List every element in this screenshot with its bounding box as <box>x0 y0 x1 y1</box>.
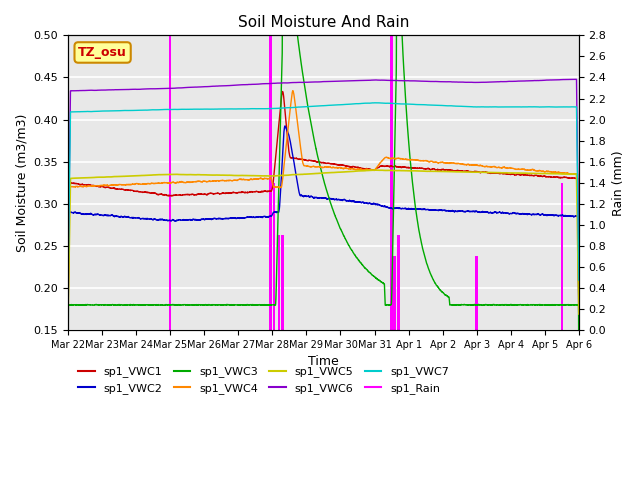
sp1_VWC3 <box>448 302 456 308</box>
sp1_VWC4 <box>91 183 99 189</box>
sp1_VWC7 <box>482 104 490 110</box>
sp1_VWC5 <box>475 169 483 175</box>
sp1_VWC5 <box>390 168 398 173</box>
sp1_VWC2 <box>575 331 582 336</box>
sp1_VWC5 <box>462 169 470 175</box>
sp1_VWC7 <box>475 104 483 110</box>
sp1_VWC5 <box>371 167 379 173</box>
Y-axis label: Soil Moisture (m3/m3): Soil Moisture (m3/m3) <box>15 114 28 252</box>
sp1_VWC6 <box>91 87 99 93</box>
sp1_VWC5 <box>91 175 99 180</box>
sp1_VWC1 <box>575 312 582 318</box>
sp1_VWC6 <box>482 79 490 85</box>
sp1_VWC2 <box>390 205 398 211</box>
sp1_VWC4 <box>482 164 490 169</box>
sp1_VWC1 <box>278 89 286 95</box>
Line: sp1_VWC7: sp1_VWC7 <box>68 103 579 284</box>
sp1_VWC3 <box>482 301 490 307</box>
sp1_VWC7 <box>448 103 456 108</box>
sp1_VWC1 <box>64 317 72 323</box>
sp1_VWC7 <box>390 101 398 107</box>
sp1_VWC4 <box>289 88 297 94</box>
Line: sp1_VWC4: sp1_VWC4 <box>68 91 579 322</box>
sp1_VWC6 <box>475 80 483 85</box>
sp1_VWC7 <box>64 281 72 287</box>
sp1_VWC3 <box>575 372 582 378</box>
sp1_VWC1 <box>462 168 470 174</box>
sp1_VWC1 <box>448 168 456 173</box>
sp1_VWC5 <box>448 169 456 175</box>
Line: sp1_VWC2: sp1_VWC2 <box>68 126 579 334</box>
sp1_VWC5 <box>575 311 582 317</box>
sp1_VWC1 <box>482 169 490 175</box>
sp1_VWC7 <box>575 277 582 283</box>
sp1_VWC2 <box>91 212 99 217</box>
sp1_VWC2 <box>482 209 490 215</box>
sp1_VWC6 <box>575 263 582 269</box>
sp1_VWC6 <box>448 79 456 85</box>
sp1_VWC1 <box>475 169 483 175</box>
Line: sp1_VWC6: sp1_VWC6 <box>68 79 579 274</box>
sp1_VWC6 <box>390 78 398 84</box>
sp1_VWC1 <box>91 183 99 189</box>
sp1_VWC6 <box>64 271 72 276</box>
sp1_VWC3 <box>462 302 470 308</box>
Line: sp1_VWC1: sp1_VWC1 <box>68 92 579 320</box>
sp1_VWC4 <box>575 310 582 315</box>
sp1_VWC2 <box>281 123 289 129</box>
Text: TZ_osu: TZ_osu <box>78 46 127 59</box>
sp1_VWC4 <box>462 162 470 168</box>
sp1_VWC5 <box>64 315 72 321</box>
sp1_VWC2 <box>64 331 72 337</box>
sp1_VWC7 <box>371 100 378 106</box>
sp1_VWC6 <box>572 76 580 82</box>
Title: Soil Moisture And Rain: Soil Moisture And Rain <box>237 15 409 30</box>
sp1_VWC5 <box>482 169 490 175</box>
sp1_VWC6 <box>462 79 470 85</box>
Y-axis label: Rain (mm): Rain (mm) <box>612 150 625 216</box>
Legend: sp1_VWC1, sp1_VWC2, sp1_VWC3, sp1_VWC4, sp1_VWC5, sp1_VWC6, sp1_VWC7, sp1_Rain: sp1_VWC1, sp1_VWC2, sp1_VWC3, sp1_VWC4, … <box>74 362 453 398</box>
sp1_VWC7 <box>462 104 470 109</box>
sp1_VWC3 <box>91 302 99 308</box>
sp1_VWC2 <box>475 209 483 215</box>
sp1_VWC3 <box>475 301 483 307</box>
sp1_VWC3 <box>390 175 398 180</box>
sp1_VWC4 <box>64 319 72 324</box>
sp1_VWC4 <box>390 156 398 161</box>
X-axis label: Time: Time <box>308 355 339 369</box>
sp1_VWC3 <box>64 377 72 383</box>
sp1_VWC4 <box>448 160 456 166</box>
sp1_VWC1 <box>390 164 398 169</box>
sp1_VWC4 <box>475 163 483 168</box>
sp1_VWC7 <box>91 108 99 114</box>
sp1_VWC2 <box>462 209 470 215</box>
Line: sp1_VWC5: sp1_VWC5 <box>68 170 579 318</box>
sp1_VWC2 <box>448 208 456 214</box>
Line: sp1_VWC3: sp1_VWC3 <box>68 0 579 380</box>
